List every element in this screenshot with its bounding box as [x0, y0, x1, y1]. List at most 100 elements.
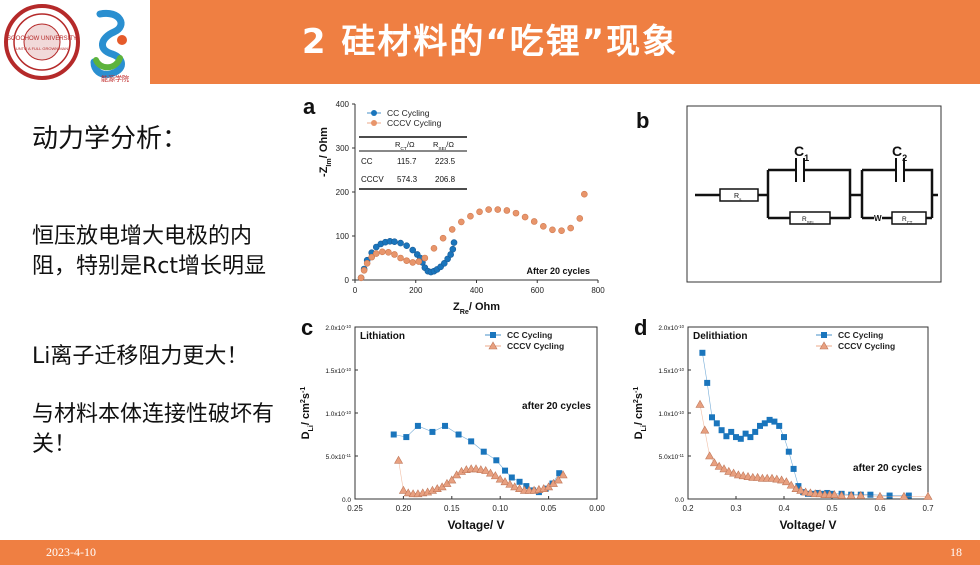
table-header: RSEI/Ω [433, 140, 454, 152]
data-point [403, 242, 410, 249]
y-tick-label: 1.0x10-10 [658, 410, 684, 419]
data-point [510, 482, 520, 491]
x-tick-label: 200 [409, 286, 423, 295]
x-tick-label: 0.20 [396, 504, 412, 513]
data-point [439, 234, 447, 242]
data-point [490, 471, 500, 480]
data-point [549, 226, 556, 234]
data-point [360, 267, 368, 274]
data-point [397, 254, 404, 262]
data-point [503, 207, 511, 214]
data-point [391, 238, 398, 246]
chart-c-lithiation: c 0.25 0.20 0.15 0.10 0.05 0.00 0.0 5.0x10-11 1.0… [299, 315, 605, 532]
data-point [781, 477, 791, 486]
y-tick-label: 5.0x10-11 [659, 453, 685, 462]
data-point [447, 475, 457, 484]
school-logo-text: 能源学院 [101, 74, 129, 83]
data-point [363, 259, 371, 267]
legend-entry: CCCV Cycling [507, 341, 564, 351]
annotation: after 20 cycles [853, 463, 922, 474]
data-point [502, 467, 509, 474]
data-point [781, 434, 787, 441]
series-line [393, 425, 560, 493]
y-axis-label: -ZIm/ Ohm [318, 127, 333, 177]
data-point [448, 226, 456, 233]
data-point [846, 490, 856, 499]
data-point [567, 224, 574, 232]
data-point [403, 257, 410, 264]
data-point [713, 420, 720, 427]
series-line [699, 404, 928, 497]
data-point [729, 468, 739, 477]
legend-marker [488, 341, 498, 350]
x-tick-label: 0.10 [492, 504, 508, 513]
data-point [829, 490, 835, 497]
x-tick-label: 0 [353, 286, 358, 295]
annotation: after 20 cycles [522, 401, 591, 412]
legend-marker [371, 110, 377, 116]
legend-entry: CCCV Cycling [387, 118, 442, 128]
data-point [867, 491, 874, 498]
data-point [430, 245, 438, 252]
data-point [368, 253, 376, 261]
table-cell: CC [361, 157, 373, 166]
annotation: After 20 cycles [526, 266, 590, 276]
data-point [468, 438, 475, 445]
data-point [415, 258, 423, 265]
x-tick-label: 0.05 [541, 504, 557, 513]
data-point [757, 422, 763, 429]
data-point [421, 254, 429, 262]
x-tick-label: 0.3 [730, 504, 742, 513]
data-point [737, 435, 744, 442]
kinetics-heading: 动力学分析： [32, 124, 189, 154]
logo-text: SOOCHOW UNIVERSITY [7, 36, 77, 42]
table-header: RCT/Ω [395, 140, 415, 152]
data-point [485, 206, 492, 213]
y-tick-label: 1.0x10-10 [325, 410, 351, 419]
point-connectivity: 与材料本体连接性破坏有关！ [32, 402, 275, 457]
data-point [886, 492, 893, 499]
y-tick-label: 0.0 [342, 497, 351, 504]
legend-marker [490, 332, 496, 338]
label-c1: C1 [794, 143, 809, 163]
table-cell: 206.8 [435, 175, 456, 184]
data-point [556, 470, 563, 477]
data-point [530, 218, 538, 225]
data-point [500, 477, 510, 486]
data-point [521, 213, 529, 221]
legend-entry: CCCV Cycling [838, 341, 895, 351]
data-point [761, 420, 768, 427]
data-point [397, 239, 404, 247]
x-axis-label: Voltage/ V [779, 518, 836, 532]
data-point [837, 490, 847, 499]
data-point [481, 466, 491, 474]
data-point [875, 491, 885, 500]
header-bar: SOOCHOW UNIVERSITY UNTO A FULL GROWN MAN… [0, 0, 980, 84]
data-point [796, 485, 806, 494]
data-point [540, 223, 547, 230]
x-tick-label: 0.4 [778, 504, 790, 513]
wire [804, 168, 852, 218]
data-point [718, 427, 725, 434]
x-tick-label: 600 [531, 286, 545, 295]
data-point [923, 491, 933, 500]
data-point [391, 251, 398, 258]
data-point [776, 422, 783, 429]
data-point [442, 422, 449, 429]
data-point [505, 479, 515, 488]
legend-marker [821, 332, 827, 338]
data-point [558, 227, 565, 235]
table-cell: CCCV [361, 175, 384, 184]
y-tick-label: 2.0x10-10 [658, 324, 684, 333]
data-point [403, 434, 410, 441]
data-point [516, 478, 523, 485]
point-li-migration: Li离子迁移阻力更大！ [32, 344, 249, 369]
data-point [495, 474, 505, 483]
data-point [467, 212, 474, 220]
data-point [494, 206, 502, 213]
data-point [785, 448, 792, 455]
data-point [390, 431, 397, 438]
data-point [581, 190, 588, 198]
data-point [747, 434, 754, 441]
data-point [429, 428, 436, 435]
